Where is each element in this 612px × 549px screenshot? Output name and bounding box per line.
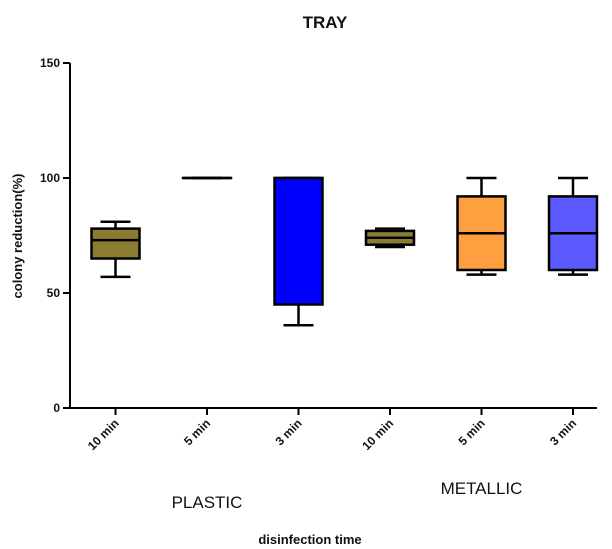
y-tick-label: 150: [40, 56, 60, 70]
x-tick-label: 3 min: [273, 416, 305, 448]
y-tick-label: 50: [47, 286, 61, 300]
box-4: [456, 176, 507, 276]
box-body: [273, 176, 324, 306]
y-axis-label: colony reduction(%): [10, 174, 25, 299]
x-axis-label: disinfection time: [258, 532, 361, 547]
box-0: [90, 220, 141, 279]
group-label: METALLIC: [441, 479, 523, 498]
x-tick-label: 3 min: [547, 416, 579, 448]
y-tick-label: 0: [53, 401, 60, 415]
box-5: [547, 176, 599, 276]
chart-title: TRAY: [303, 13, 348, 32]
box-2: [273, 176, 324, 327]
box-3: [364, 227, 416, 249]
group-labels: PLASTIC METALLIC: [172, 479, 523, 512]
boxes: [90, 176, 599, 327]
x-tick-label: 5 min: [181, 416, 213, 448]
box-body: [90, 227, 141, 260]
x-tick-label: 10 min: [359, 416, 396, 453]
x-tick-label: 10 min: [85, 416, 122, 453]
y-ticks: 0 50 100 150: [40, 56, 70, 415]
x-tick-label: 5 min: [456, 416, 488, 448]
x-ticks: 10 min 5 min 3 min 10 min 5 min 3 min: [85, 408, 579, 453]
group-label: PLASTIC: [172, 493, 243, 512]
y-tick-label: 100: [40, 171, 60, 185]
